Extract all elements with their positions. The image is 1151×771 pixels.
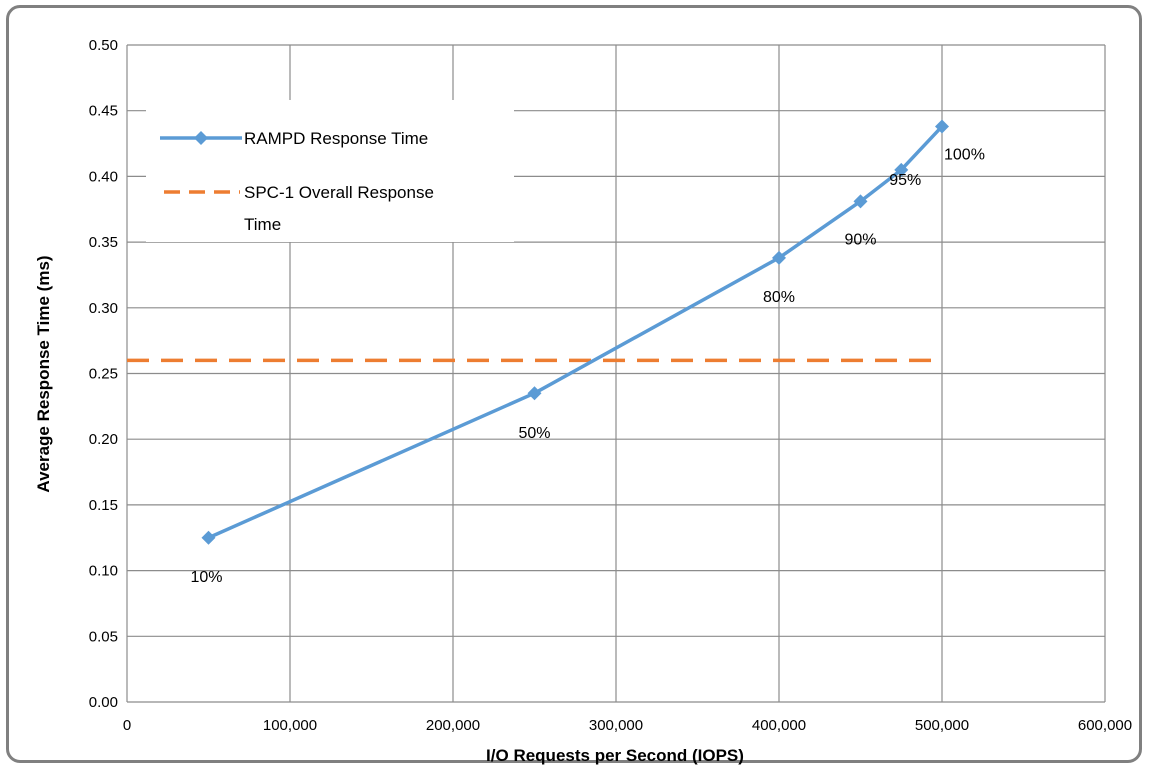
data-label: 10% [190, 569, 222, 586]
x-tick-label: 300,000 [589, 717, 643, 734]
x-tick-label: 600,000 [1078, 717, 1132, 734]
x-tick-label: 100,000 [263, 717, 317, 734]
data-label: 50% [518, 425, 550, 442]
legend: RAMPD Response Time SPC-1 Overall Respon… [146, 100, 514, 242]
x-axis-title: I/O Requests per Second (IOPS) [486, 746, 744, 765]
y-tick-label: 0.35 [89, 234, 118, 251]
legend-label-rampd: RAMPD Response Time [244, 129, 428, 148]
rampd-point [527, 386, 542, 401]
y-tick-label: 0.25 [89, 366, 118, 383]
legend-label-spc1-line1: SPC-1 Overall Response [244, 183, 434, 202]
rampd-point [853, 194, 868, 209]
y-tick-label: 0.30 [89, 300, 118, 317]
data-labels: 10% 50% 80% 90% 95% 100% [190, 146, 984, 585]
x-tick-labels: 0 100,000 200,000 300,000 400,000 500,000 600,… [123, 717, 1132, 734]
legend-label-spc1: SPC-1 Overall Response Time [244, 183, 439, 234]
x-tick-label: 0 [123, 717, 131, 734]
rampd-response-line [207, 125, 944, 540]
x-tick-label: 400,000 [752, 717, 806, 734]
rampd-point [894, 162, 909, 177]
y-axis-title: Average Response Time (ms) [34, 255, 53, 492]
y-tick-label: 0.45 [89, 103, 118, 120]
legend-label-spc1-line2: Time [244, 215, 281, 234]
y-tick-label: 0.50 [89, 37, 118, 54]
series-layer [127, 119, 949, 545]
y-tick-label: 0.20 [89, 431, 118, 448]
x-tick-label: 500,000 [915, 717, 969, 734]
legend-marker-rampd [194, 131, 208, 145]
x-tick-label: 200,000 [426, 717, 480, 734]
rampd-point [772, 250, 786, 265]
y-tick-label: 0.00 [89, 694, 118, 711]
data-label: 95% [889, 172, 921, 189]
legend-background [146, 100, 514, 242]
rampd-point [201, 530, 216, 545]
y-tick-label: 0.15 [89, 497, 118, 514]
data-label: 80% [763, 289, 795, 306]
data-label: 100% [944, 146, 985, 163]
rampd-point [935, 119, 949, 134]
data-label: 90% [844, 231, 876, 248]
y-tick-labels: 0.00 0.05 0.10 0.15 0.20 0.25 0.30 0.35 0.40 0.45… [89, 37, 118, 711]
y-tick-label: 0.05 [89, 628, 118, 645]
y-tick-label: 0.10 [89, 563, 118, 580]
y-tick-label: 0.40 [89, 168, 118, 185]
